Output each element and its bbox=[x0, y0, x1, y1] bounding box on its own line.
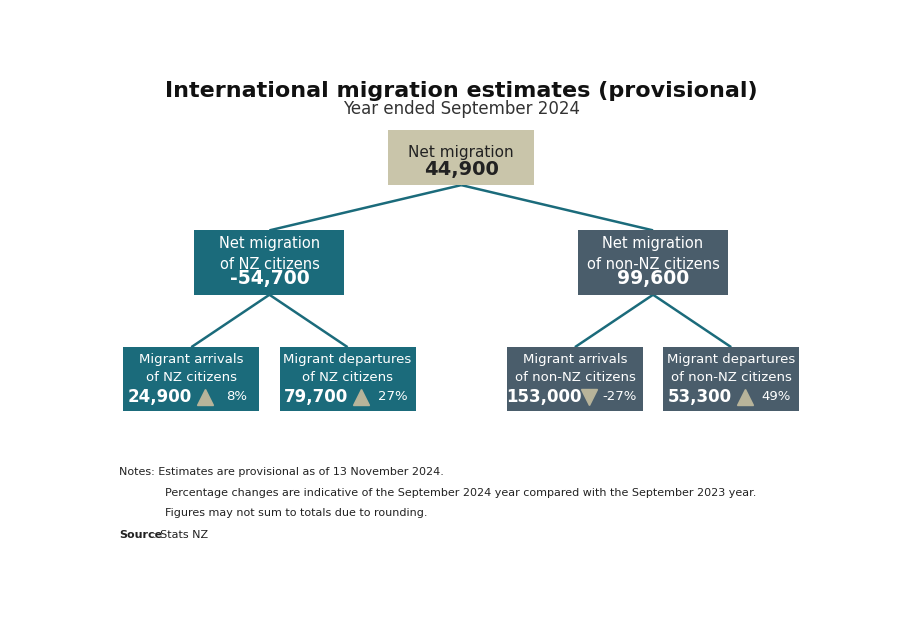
Text: : Stats NZ: : Stats NZ bbox=[153, 530, 208, 540]
Text: Figures may not sum to totals due to rounding.: Figures may not sum to totals due to rou… bbox=[165, 508, 428, 517]
Text: -27%: -27% bbox=[603, 390, 637, 403]
FancyBboxPatch shape bbox=[194, 230, 345, 295]
FancyBboxPatch shape bbox=[578, 230, 728, 295]
Text: 153,000: 153,000 bbox=[506, 387, 581, 405]
Text: 53,300: 53,300 bbox=[668, 387, 732, 405]
Text: Net migration
of non-NZ citizens: Net migration of non-NZ citizens bbox=[587, 236, 719, 272]
Text: Net migration
of NZ citizens: Net migration of NZ citizens bbox=[219, 236, 320, 272]
Text: International migration estimates (provisional): International migration estimates (provi… bbox=[165, 82, 758, 102]
Text: 49%: 49% bbox=[761, 390, 791, 403]
Text: Migrant arrivals
of NZ citizens: Migrant arrivals of NZ citizens bbox=[140, 353, 244, 384]
FancyBboxPatch shape bbox=[280, 347, 416, 412]
Text: 99,600: 99,600 bbox=[616, 269, 689, 288]
Text: 44,900: 44,900 bbox=[424, 160, 499, 180]
Text: 27%: 27% bbox=[378, 390, 408, 403]
Text: Source: Source bbox=[120, 530, 163, 540]
Text: Migrant departures
of non-NZ citizens: Migrant departures of non-NZ citizens bbox=[667, 353, 796, 384]
FancyBboxPatch shape bbox=[663, 347, 799, 412]
Text: Migrant arrivals
of non-NZ citizens: Migrant arrivals of non-NZ citizens bbox=[515, 353, 635, 384]
Text: -54,700: -54,700 bbox=[230, 269, 310, 288]
Text: Net migration: Net migration bbox=[409, 145, 514, 160]
Text: Percentage changes are indicative of the September 2024 year compared with the S: Percentage changes are indicative of the… bbox=[165, 488, 756, 498]
Text: 8%: 8% bbox=[226, 390, 247, 403]
FancyBboxPatch shape bbox=[388, 130, 535, 185]
Text: 79,700: 79,700 bbox=[284, 387, 348, 405]
Text: 24,900: 24,900 bbox=[128, 387, 193, 405]
Text: Migrant departures
of NZ citizens: Migrant departures of NZ citizens bbox=[284, 353, 411, 384]
Text: Notes: Estimates are provisional as of 13 November 2024.: Notes: Estimates are provisional as of 1… bbox=[120, 467, 445, 477]
FancyBboxPatch shape bbox=[507, 347, 643, 412]
FancyBboxPatch shape bbox=[123, 347, 259, 412]
Text: Year ended September 2024: Year ended September 2024 bbox=[343, 100, 580, 118]
